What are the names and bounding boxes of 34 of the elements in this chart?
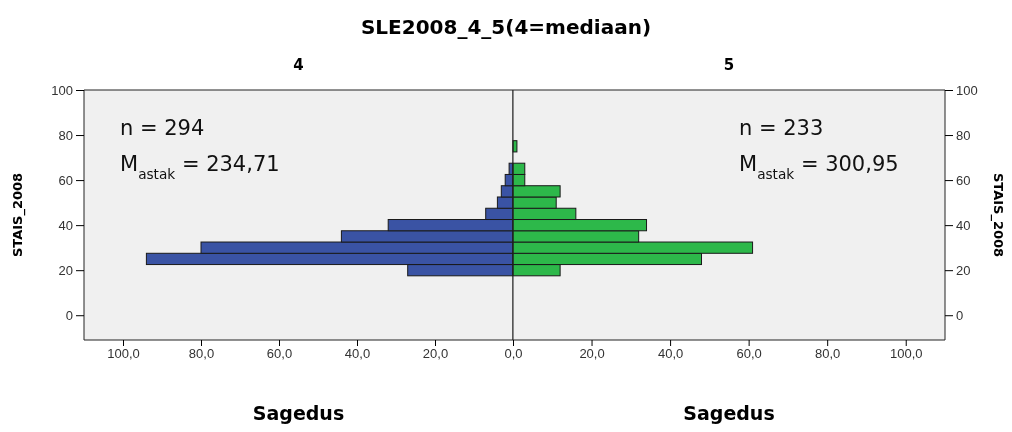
chart-subtitle: 4 (293, 56, 304, 74)
x-tick-label: 60,0 (736, 346, 762, 362)
x-tick-label: 40,0 (657, 346, 684, 362)
y-tick-label: 80 (58, 127, 73, 143)
x-tick-label: 80,0 (815, 346, 841, 362)
x-tick-label: 0,0 (504, 346, 523, 362)
x-tick-label: 100,0 (107, 346, 140, 362)
x-tick-label: 100,0 (889, 346, 923, 362)
x-axis-title: Sagedus (252, 402, 345, 424)
x-axis-title: Sagedus (683, 402, 775, 424)
y-tick-label: 80 (956, 127, 971, 143)
y-tick-label: 40 (58, 217, 73, 233)
chart-title: SLE2008_4_5(4=mediaan) (360, 15, 652, 39)
y-tick-label: 60 (58, 172, 73, 188)
y-tick-label: 40 (956, 217, 971, 233)
y-axis-title: STAIS_2008 (10, 172, 26, 258)
chart-subtitle: 5 (723, 56, 735, 74)
y-tick-label: 100 (51, 82, 73, 98)
y-tick-label: 0 (956, 307, 964, 323)
y-tick-label: 60 (956, 172, 971, 188)
x-tick-label: 40,0 (344, 346, 371, 362)
x-tick-label: 80,0 (188, 346, 215, 362)
y-tick-label: 20 (956, 262, 971, 278)
annotation: n = 233 (739, 116, 824, 140)
x-tick-label: 60,0 (266, 346, 293, 362)
x-tick-label: 20,0 (579, 346, 605, 362)
annotation: M$_{astak}$ = 234,71 (120, 152, 280, 182)
annotation: n = 294 (120, 116, 205, 140)
y-tick-label: 20 (58, 262, 73, 278)
y-axis-title: STAIS_2008 (990, 172, 1006, 258)
x-tick-label: 20,0 (422, 346, 449, 362)
y-tick-label: 0 (65, 307, 73, 323)
y-tick-label: 100 (956, 82, 978, 98)
annotation: M$_{astak}$ = 300,95 (739, 152, 899, 182)
